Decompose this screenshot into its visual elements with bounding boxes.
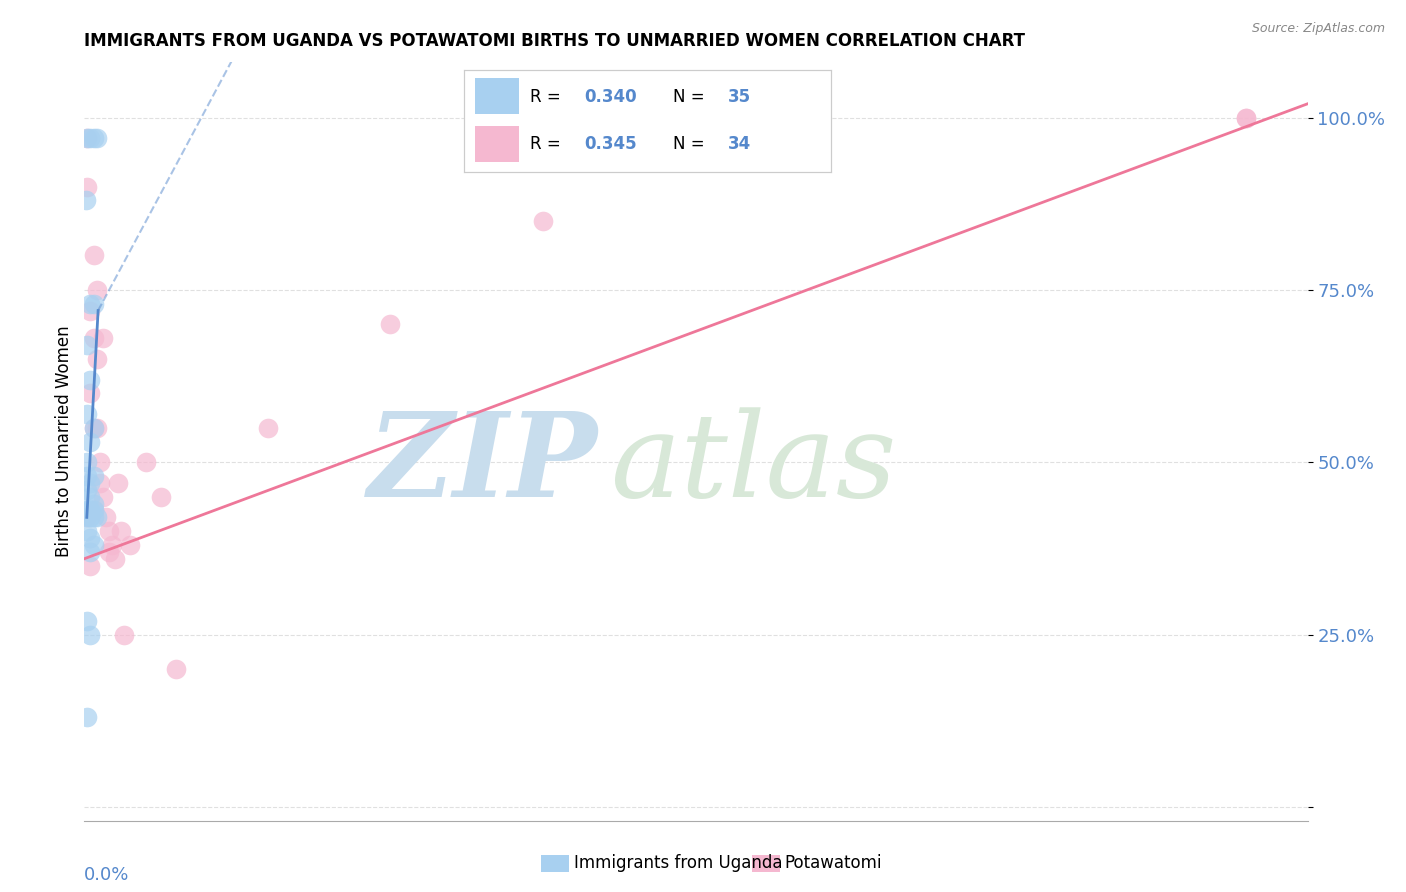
Point: [79, 296, 101, 310]
Text: Potawatomi: Potawatomi: [785, 855, 882, 872]
Point: [257, 421, 280, 435]
Point: [76, 131, 98, 145]
Point: [83, 538, 105, 552]
Point: [94, 510, 117, 524]
Point: [79, 386, 101, 401]
Point: [83, 421, 105, 435]
Point: [110, 524, 132, 538]
Point: [76, 503, 98, 517]
Point: [76, 179, 98, 194]
Point: [79, 510, 101, 524]
Point: [76, 483, 98, 497]
Point: [86, 131, 108, 145]
Point: [97, 545, 120, 559]
Point: [79, 510, 101, 524]
Point: [1236, 111, 1258, 125]
Point: [76, 455, 98, 469]
Point: [83, 331, 105, 345]
Point: [75, 194, 97, 208]
Point: [89, 475, 111, 490]
Point: [79, 558, 101, 573]
Point: [76, 338, 98, 352]
Point: [165, 662, 187, 676]
Point: [79, 372, 101, 386]
Point: [76, 510, 98, 524]
Point: [83, 421, 105, 435]
Point: [531, 214, 554, 228]
Point: [83, 296, 105, 310]
Point: [83, 131, 105, 145]
Point: [79, 475, 101, 490]
Point: [79, 131, 101, 145]
Point: [86, 421, 108, 435]
Point: [79, 531, 101, 545]
Point: [79, 503, 101, 517]
Point: [104, 551, 127, 566]
Point: [135, 455, 157, 469]
Point: [101, 538, 124, 552]
Point: [83, 510, 105, 524]
Point: [86, 510, 108, 524]
Point: [76, 510, 98, 524]
Point: [76, 469, 98, 483]
Point: [79, 627, 101, 641]
Point: [79, 545, 101, 559]
Point: [79, 434, 101, 449]
Point: [79, 503, 101, 517]
Point: [149, 490, 172, 504]
Point: [83, 497, 105, 511]
Point: [112, 627, 135, 641]
Point: [79, 303, 101, 318]
Point: [76, 524, 98, 538]
Point: [83, 248, 105, 262]
Text: atlas: atlas: [610, 407, 897, 522]
Point: [76, 614, 98, 628]
Point: [380, 318, 402, 332]
Point: [83, 503, 105, 517]
Point: [76, 131, 98, 145]
Point: [120, 538, 142, 552]
Point: [79, 490, 101, 504]
Text: Immigrants from Uganda: Immigrants from Uganda: [574, 855, 782, 872]
Text: Source: ZipAtlas.com: Source: ZipAtlas.com: [1251, 22, 1385, 36]
Point: [91, 331, 114, 345]
Point: [76, 407, 98, 421]
Point: [86, 283, 108, 297]
Point: [91, 490, 114, 504]
Point: [83, 469, 105, 483]
Text: 0.0%: 0.0%: [84, 866, 129, 884]
Point: [1236, 111, 1258, 125]
Point: [107, 475, 129, 490]
Point: [83, 503, 105, 517]
Text: IMMIGRANTS FROM UGANDA VS POTAWATOMI BIRTHS TO UNMARRIED WOMEN CORRELATION CHART: IMMIGRANTS FROM UGANDA VS POTAWATOMI BIR…: [84, 32, 1025, 50]
Text: ZIP: ZIP: [368, 407, 598, 522]
Point: [76, 710, 98, 724]
Point: [86, 351, 108, 366]
Y-axis label: Births to Unmarried Women: Births to Unmarried Women: [55, 326, 73, 558]
Point: [89, 455, 111, 469]
Point: [97, 524, 120, 538]
